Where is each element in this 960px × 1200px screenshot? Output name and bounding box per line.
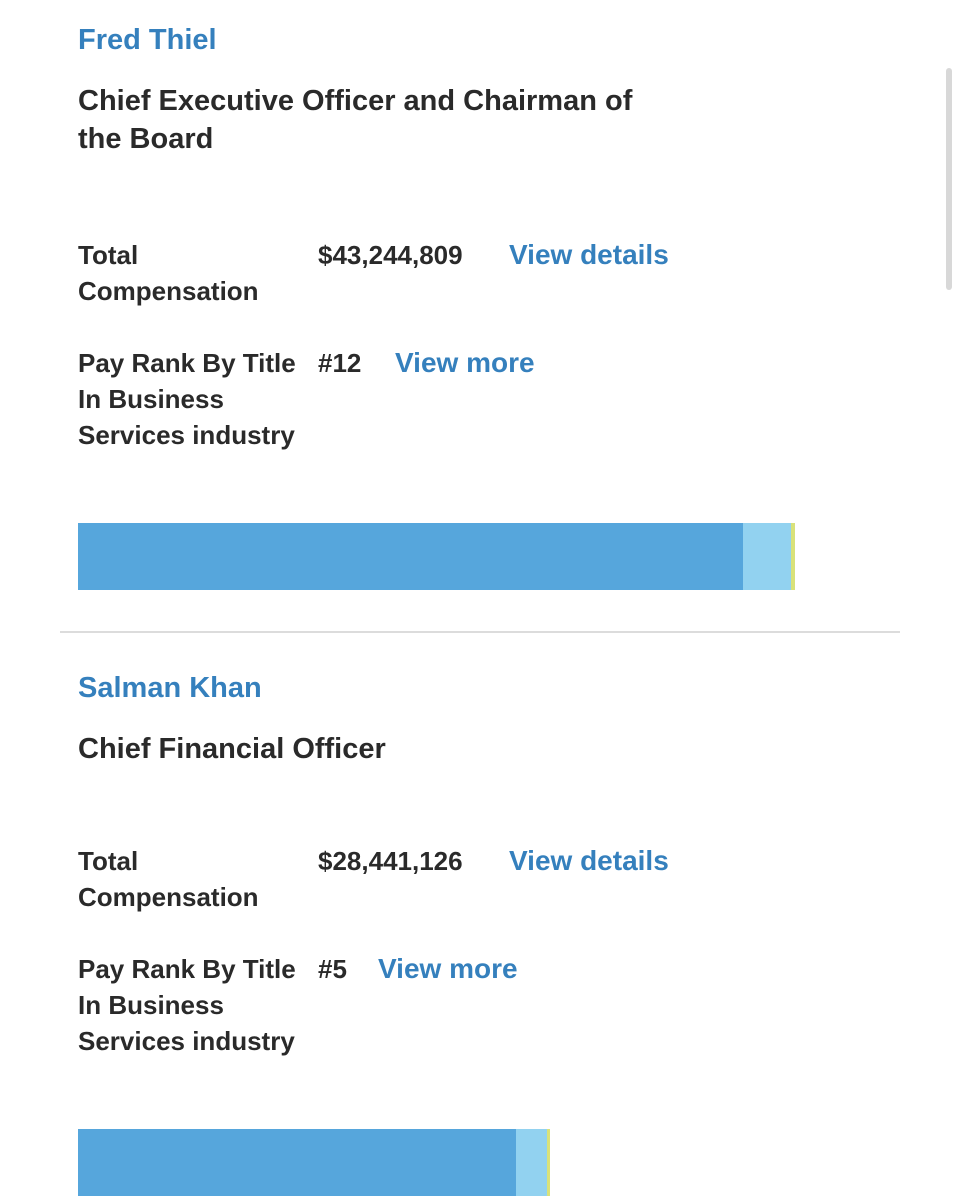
compensation-bar-segment-secondary [743, 523, 791, 590]
executive-title: Chief Executive Officer and Chairman of … [78, 85, 633, 155]
pay-rank-label: Pay Rank By Title In Business Services i… [78, 954, 296, 1056]
executive-name-link[interactable]: Fred Thiel [78, 24, 217, 56]
compensation-bar-segment-tertiary [790, 523, 795, 590]
total-compensation-value: $43,244,809 [318, 240, 463, 270]
view-details-link[interactable]: View details [509, 845, 669, 876]
compensation-bar-segment-primary [78, 523, 744, 590]
compensation-bar-segment-tertiary [546, 1129, 550, 1196]
pay-rank-label: Pay Rank By Title In Business Services i… [78, 348, 296, 450]
scrollbar[interactable] [946, 68, 952, 290]
compensation-bar-segment-secondary [515, 1129, 547, 1196]
pay-rank-value: #5 [318, 954, 347, 984]
executive-name-link[interactable]: Salman Khan [78, 672, 262, 704]
executive-title: Chief Financial Officer [78, 733, 386, 765]
total-compensation-label: Total Compensation [78, 846, 259, 912]
compensation-bar [78, 523, 795, 590]
view-details-link[interactable]: View details [509, 239, 669, 270]
total-compensation-value: $28,441,126 [318, 846, 463, 876]
view-more-link[interactable]: View more [378, 953, 518, 984]
total-compensation-label: Total Compensation [78, 240, 259, 306]
pay-rank-value: #12 [318, 348, 362, 378]
divider [60, 631, 900, 633]
compensation-bar-segment-primary [78, 1129, 516, 1196]
compensation-bar [78, 1129, 550, 1196]
view-more-link[interactable]: View more [395, 347, 535, 378]
